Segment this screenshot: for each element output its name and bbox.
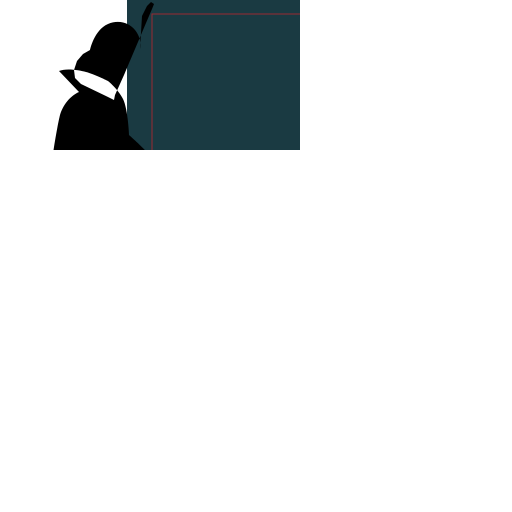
- scoreboard-frame: [127, 0, 300, 150]
